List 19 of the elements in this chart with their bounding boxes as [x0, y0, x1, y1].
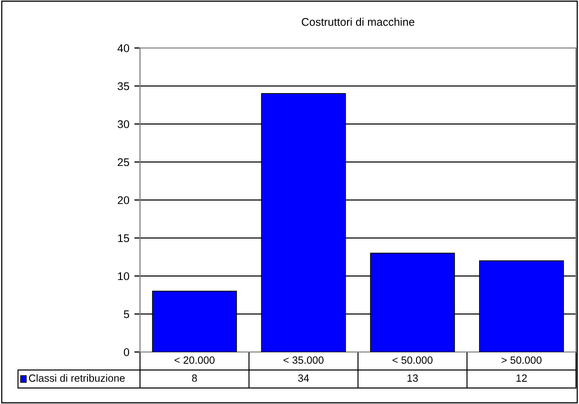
- x-tick-label: > 50.000: [502, 356, 542, 364]
- y-tick-label: 35: [118, 82, 130, 90]
- y-tick-label: 10: [118, 272, 130, 280]
- y-tick-label: 25: [118, 158, 130, 166]
- data-label: 34: [298, 374, 309, 382]
- y-tick-label: 5: [124, 310, 130, 318]
- y-tick-label: 30: [118, 120, 130, 128]
- y-tick-label: 40: [117, 44, 130, 52]
- chart-title: Costruttori di macchine: [302, 18, 414, 26]
- data-label: 13: [408, 374, 418, 382]
- x-tick-label: < 35.000: [284, 356, 324, 364]
- y-tick-label: 20: [118, 196, 130, 204]
- y-tick-label: 15: [118, 234, 130, 242]
- legend-label: Classi di retribuzione: [28, 374, 125, 382]
- x-tick-label: < 20.000: [174, 356, 215, 364]
- data-label: 8: [192, 374, 197, 382]
- data-label: 12: [516, 374, 527, 382]
- x-tick-label: < 50.000: [392, 356, 433, 364]
- y-tick-label: 0: [124, 348, 130, 356]
